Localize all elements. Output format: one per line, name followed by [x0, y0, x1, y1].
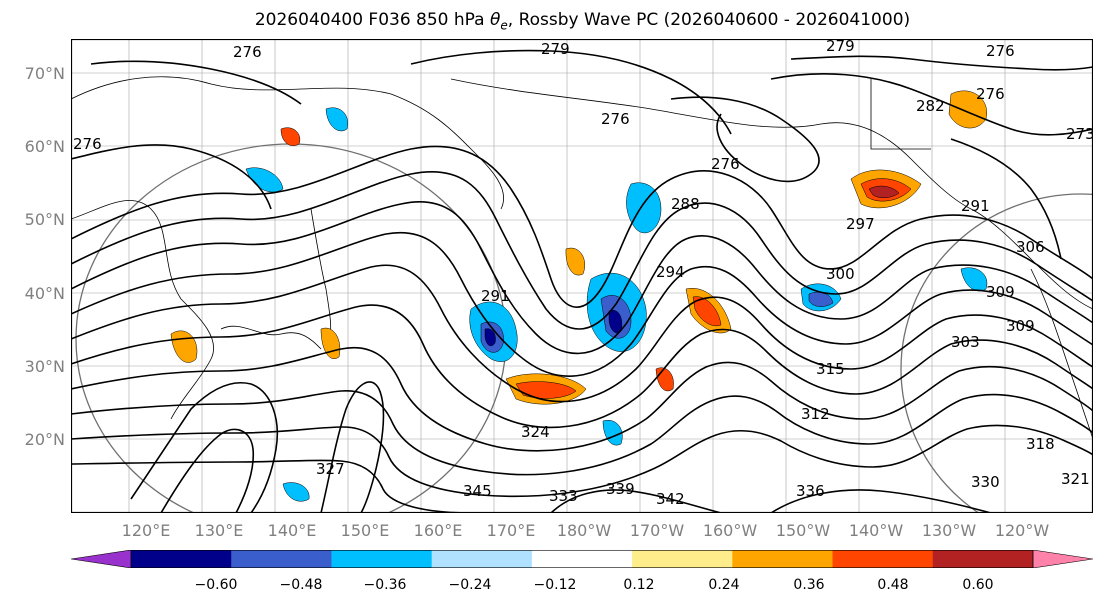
colorbar-cell [331, 550, 433, 568]
contour-label: 294 [656, 263, 685, 281]
colorbar-cell [732, 550, 834, 568]
colorbar-cell [131, 550, 232, 568]
lat-label-60n: 60°N [24, 137, 65, 156]
contour-label: 282 [916, 97, 945, 115]
colorbar-tick: 0.24 [708, 577, 740, 593]
contour-label: 324 [521, 423, 550, 441]
contour-label: 276 [73, 135, 102, 153]
contour-label: 276 [601, 110, 630, 128]
contour-label: 321 [1061, 470, 1090, 488]
contour-label: 312 [801, 405, 830, 423]
lon-label-170w: 170°W [629, 521, 685, 540]
colorbar [71, 550, 1093, 568]
contour-label: 309 [986, 283, 1015, 301]
contour-label: 276 [711, 155, 740, 173]
figure-title: 2026040400 F036 850 hPa θe, Rossby Wave … [0, 0, 1105, 36]
colorbar-outline [130, 550, 1034, 568]
colorbar-tick: 0.12 [623, 577, 655, 593]
contour-label: 279 [541, 40, 570, 58]
lon-label-150w: 150°W [775, 521, 831, 540]
contour-label: 276 [233, 43, 262, 61]
colorbar-cell [932, 550, 1034, 568]
coastlines [71, 76, 1093, 440]
colorbar-tick: −0.12 [533, 577, 577, 593]
contour-label: 339 [606, 480, 635, 498]
contour-label: 297 [846, 215, 875, 233]
lon-label-140w: 140°W [848, 521, 904, 540]
lon-label-160w: 160°W [702, 521, 758, 540]
contour-label: 303 [951, 333, 980, 351]
lat-label-40n: 40°N [24, 284, 65, 303]
contour-label: 276 [976, 85, 1005, 103]
contour-label: 342 [656, 490, 685, 508]
anomaly-shading [170, 90, 988, 502]
title-text: 2026040400 F036 850 hPa θe, Rossby Wave … [254, 10, 911, 33]
lat-label-20n: 20°N [24, 430, 65, 449]
colorbar-extend-low [71, 550, 132, 568]
lon-label-150e: 150°E [340, 521, 390, 540]
colorbar-tick: −0.36 [363, 577, 407, 593]
contour-label: 288 [671, 195, 700, 213]
contour-label: 291 [961, 197, 990, 215]
colorbar-tick: −0.60 [194, 577, 238, 593]
colorbar-cell [632, 550, 733, 568]
colorbar-cells [71, 550, 1093, 568]
contour-label: 318 [1026, 435, 1055, 453]
contour-label: 327 [316, 460, 345, 478]
contour-label: 336 [796, 482, 825, 500]
lon-label-120e: 120°E [121, 521, 171, 540]
lon-label-170e: 170°E [486, 521, 536, 540]
contour-label: 345 [463, 482, 492, 500]
colorbar-extend-high [1032, 550, 1093, 568]
theta-e-contours [71, 49, 1093, 513]
contour-label: 279 [826, 39, 855, 55]
colorbar-cell [832, 550, 934, 568]
lon-label-140e: 140°E [267, 521, 317, 540]
colorbar-tick: −0.24 [448, 577, 492, 593]
lon-label-130e: 130°E [194, 521, 244, 540]
colorbar-tick: 0.36 [793, 577, 825, 593]
contour-label: 300 [826, 265, 855, 283]
lon-label-120w: 120°W [994, 521, 1050, 540]
lat-label-50n: 50°N [24, 210, 65, 229]
lat-label-70n: 70°N [24, 64, 65, 83]
contour-label: 273 [1066, 125, 1093, 143]
lon-label-130w: 130°W [921, 521, 977, 540]
contour-label: 315 [816, 360, 845, 378]
contour-label: 306 [1016, 238, 1045, 256]
contour-labels: 279 279 276 276 276 276 282 276 273 276 … [73, 39, 1093, 508]
lon-label-160e: 160°E [413, 521, 463, 540]
contour-label: 309 [1006, 317, 1035, 335]
colorbar-tick: 0.48 [877, 577, 909, 593]
map-panel: 279 279 276 276 276 276 282 276 273 276 … [71, 39, 1093, 513]
colorbar-cell [431, 550, 533, 568]
colorbar-tick: −0.48 [279, 577, 323, 593]
lon-label-180w: 180°W [556, 521, 612, 540]
contour-label: 333 [549, 487, 578, 505]
colorbar-tick: 0.60 [962, 577, 994, 593]
contour-label: 330 [971, 473, 1000, 491]
lat-label-30n: 30°N [24, 357, 65, 376]
colorbar-cell [531, 550, 633, 568]
contour-label: 276 [986, 42, 1015, 60]
contour-label: 291 [481, 287, 510, 305]
colorbar-cell [231, 550, 332, 568]
